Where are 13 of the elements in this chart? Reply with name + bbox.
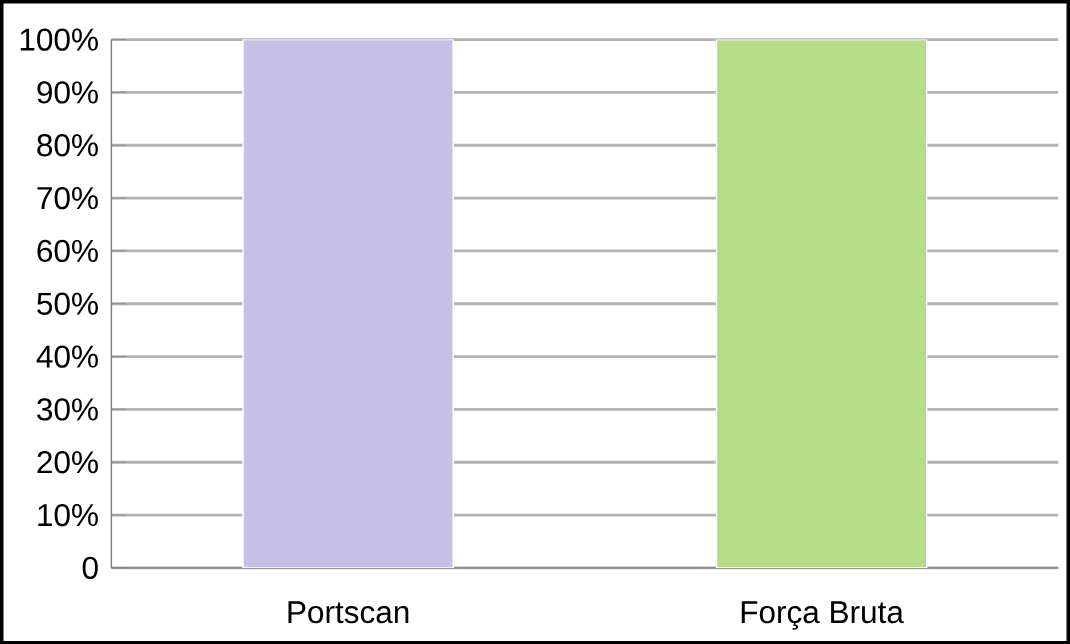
y-tick-label: 90% [37, 81, 98, 104]
y-tick-label: 30% [37, 398, 98, 421]
x-tick-label: Força Bruta [741, 601, 904, 630]
y-tick-label: 100% [20, 28, 98, 51]
x-tick-label: Portscan [288, 601, 409, 624]
y-tick-label: 40% [36, 345, 98, 368]
y-tick-label: 20% [37, 450, 98, 474]
y-tick-label: 50% [37, 292, 98, 315]
y-tick-label: 0 [82, 556, 98, 579]
y-tick-label: 70% [37, 186, 98, 210]
y-tick-label: 10% [38, 503, 98, 527]
y-tick-label: 80% [37, 133, 98, 157]
y-tick-label: 60% [37, 239, 98, 262]
